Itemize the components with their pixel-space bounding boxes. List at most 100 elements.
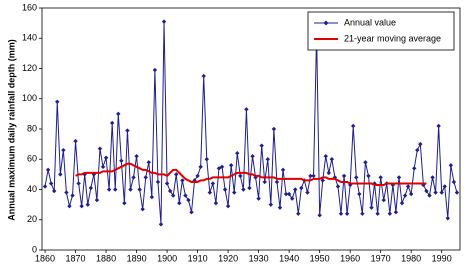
point-marker (201, 73, 206, 79)
point-marker (186, 197, 191, 203)
x-tick-label: 1870 (66, 253, 86, 263)
point-marker (262, 179, 267, 185)
y-axis-title: Annual maximum daily rainfall depth (mm) (6, 39, 16, 221)
point-marker (341, 173, 347, 179)
point-marker (143, 175, 148, 180)
point-marker (67, 203, 72, 209)
point-marker (122, 200, 127, 206)
point-marker (73, 138, 78, 144)
y-tick-label: 60 (27, 154, 37, 164)
y-tick-label: 140 (22, 33, 37, 43)
point-marker (320, 178, 325, 183)
point-marker (433, 190, 438, 195)
point-marker (299, 185, 304, 191)
point-marker (235, 151, 240, 156)
point-marker (131, 175, 136, 180)
point-marker (271, 126, 277, 132)
legend-label: 21-year moving average (344, 33, 441, 43)
point-marker (360, 211, 365, 216)
point-marker (375, 211, 380, 216)
point-marker (326, 170, 332, 176)
point-marker (369, 205, 374, 210)
point-marker (125, 128, 130, 133)
point-marker (213, 200, 219, 206)
x-tick-label: 1860 (35, 253, 55, 263)
x-tick-label: 1950 (310, 253, 330, 263)
point-marker (256, 196, 261, 201)
point-marker (445, 216, 450, 221)
point-marker (448, 163, 454, 168)
point-marker (396, 175, 402, 180)
point-marker (308, 173, 313, 179)
point-marker (137, 187, 142, 192)
point-marker (155, 179, 161, 185)
point-marker (317, 213, 322, 218)
point-marker (366, 173, 371, 179)
point-marker (451, 179, 457, 185)
point-marker (195, 173, 200, 179)
point-marker (128, 187, 133, 192)
point-marker (402, 193, 408, 198)
point-marker (52, 188, 57, 194)
point-marker (225, 203, 231, 209)
point-marker (94, 197, 100, 203)
point-marker (311, 173, 316, 179)
legend-marker (323, 20, 329, 26)
y-tick-label: 20 (27, 214, 37, 224)
point-marker (268, 202, 274, 207)
point-marker (238, 173, 243, 179)
point-marker (140, 206, 145, 212)
point-marker (296, 211, 301, 216)
point-marker (335, 184, 341, 189)
point-marker (158, 222, 164, 227)
point-marker (280, 167, 286, 173)
point-marker (430, 175, 435, 180)
point-marker (149, 194, 155, 200)
point-marker (64, 190, 69, 195)
point-marker (79, 203, 84, 209)
point-marker (216, 166, 222, 171)
legend-box (307, 11, 455, 51)
point-marker (42, 184, 48, 189)
y-tick-label: 40 (27, 184, 37, 194)
point-marker (100, 164, 106, 170)
point-marker (442, 184, 447, 189)
point-marker (393, 209, 399, 215)
point-marker (323, 154, 328, 159)
y-tick-label: 80 (27, 123, 37, 133)
point-marker (405, 184, 411, 189)
point-marker (55, 99, 60, 104)
point-marker (48, 181, 54, 186)
point-marker (412, 166, 417, 171)
point-marker (204, 157, 209, 162)
point-marker (58, 172, 63, 177)
point-marker (134, 154, 139, 159)
point-marker (378, 175, 383, 180)
x-tick-label: 1930 (249, 253, 269, 263)
x-tick-label: 1960 (340, 253, 360, 263)
point-marker (305, 190, 310, 195)
point-marker (146, 160, 151, 165)
point-marker (174, 172, 179, 177)
point-marker (109, 120, 115, 126)
point-marker (244, 107, 249, 112)
point-marker (454, 190, 460, 195)
point-marker (424, 188, 429, 194)
series-line (75, 162, 427, 186)
point-marker (387, 211, 393, 216)
point-marker (247, 185, 252, 191)
point-marker (161, 19, 167, 24)
point-marker (116, 111, 121, 117)
x-tick-label: 1920 (218, 253, 238, 263)
point-marker (85, 202, 90, 207)
x-tick-label: 1970 (371, 253, 391, 263)
point-marker (286, 191, 292, 197)
x-tick-label: 1900 (157, 253, 177, 263)
x-tick-label: 1980 (401, 253, 421, 263)
point-marker (88, 185, 94, 191)
point-marker (152, 67, 158, 73)
point-marker (103, 155, 109, 160)
point-marker (354, 175, 359, 180)
point-marker (427, 193, 432, 198)
